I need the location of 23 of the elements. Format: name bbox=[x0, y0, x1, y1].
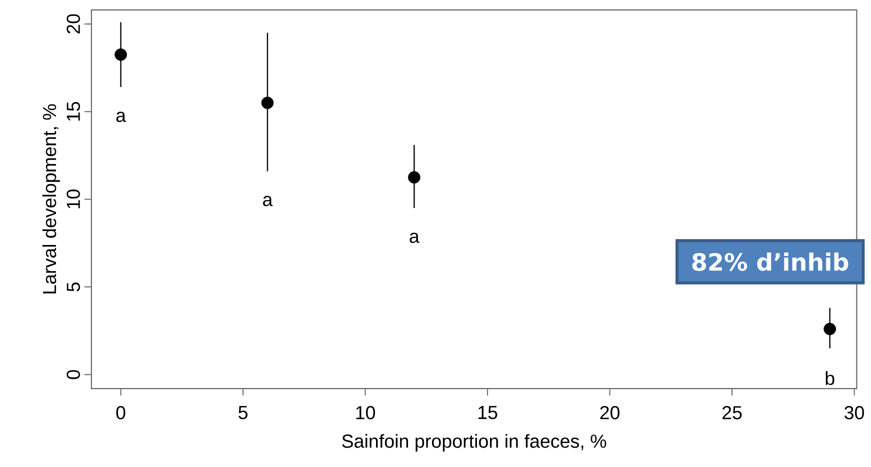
x-tick-label: 25 bbox=[722, 406, 742, 420]
y-axis-title: Larval development, % bbox=[42, 104, 60, 294]
y-tick-label: 5 bbox=[66, 282, 80, 292]
y-tick-label: 0 bbox=[66, 370, 80, 380]
x-tick-label: 30 bbox=[844, 406, 864, 420]
point bbox=[114, 48, 127, 61]
x-tick-label: 0 bbox=[116, 406, 126, 420]
annotation: b bbox=[826, 371, 834, 385]
point bbox=[824, 322, 836, 336]
annotation: a bbox=[116, 112, 126, 122]
x-tick-label: 15 bbox=[478, 406, 498, 420]
y-tick-label: 15 bbox=[66, 102, 80, 121]
y-tick-label: 20 bbox=[66, 14, 80, 34]
x-tick-label: 5 bbox=[238, 406, 248, 420]
x-axis-title: Sainfoin proportion in faeces, % bbox=[342, 434, 606, 452]
point bbox=[408, 171, 420, 184]
point bbox=[261, 96, 274, 109]
annotation: a bbox=[263, 196, 273, 206]
y-tick-label: 10 bbox=[66, 190, 80, 208]
annotation: a bbox=[410, 232, 420, 243]
annotation: 82% d’inhib bbox=[692, 252, 848, 271]
x-tick-label: 20 bbox=[600, 406, 620, 420]
x-tick-label: 10 bbox=[356, 406, 375, 420]
